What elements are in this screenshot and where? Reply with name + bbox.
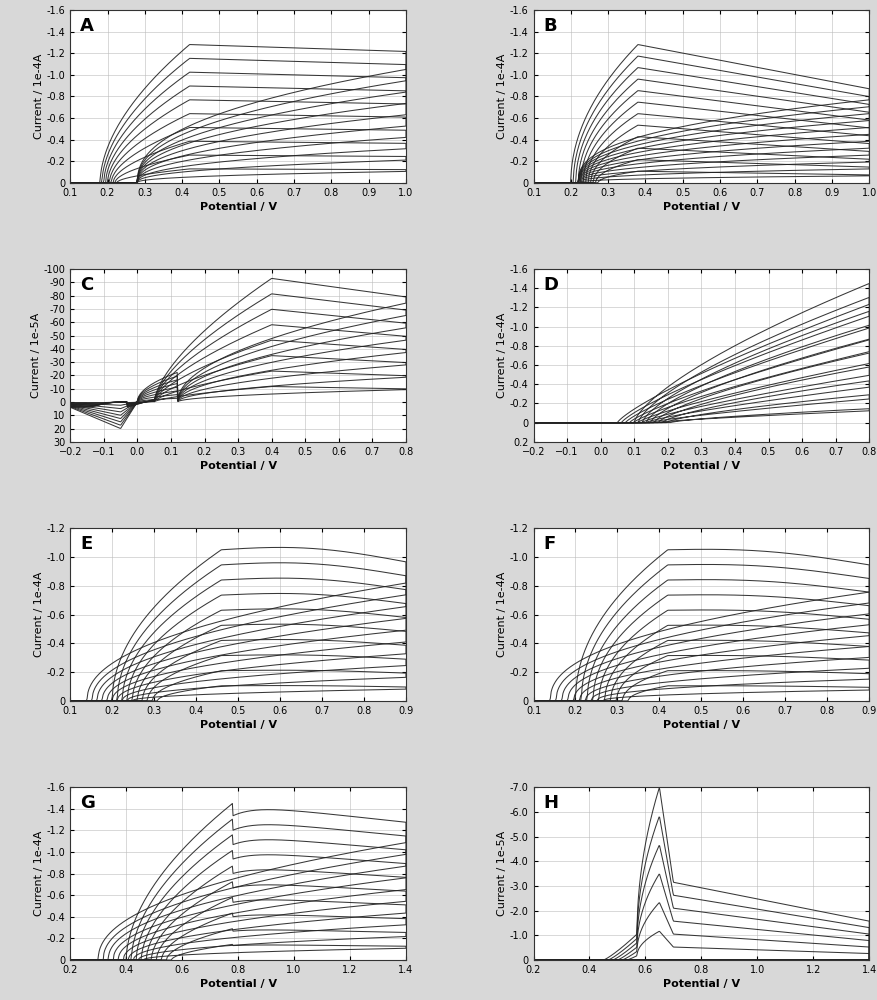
Y-axis label: Current / 1e-5A: Current / 1e-5A [496,831,506,916]
X-axis label: Potential / V: Potential / V [199,461,276,471]
Text: D: D [543,276,558,294]
X-axis label: Potential / V: Potential / V [662,720,739,730]
Y-axis label: Current / 1e-4A: Current / 1e-4A [33,831,44,916]
Text: G: G [80,794,95,812]
X-axis label: Potential / V: Potential / V [199,979,276,989]
Y-axis label: Current / 1e-4A: Current / 1e-4A [496,313,506,398]
Text: C: C [80,276,94,294]
Y-axis label: Current / 1e-4A: Current / 1e-4A [33,54,44,139]
Text: F: F [543,535,555,553]
Text: E: E [80,535,92,553]
X-axis label: Potential / V: Potential / V [199,202,276,212]
Text: B: B [543,17,557,35]
Y-axis label: Current / 1e-4A: Current / 1e-4A [33,572,44,657]
Y-axis label: Current / 1e-5A: Current / 1e-5A [31,313,40,398]
X-axis label: Potential / V: Potential / V [662,979,739,989]
X-axis label: Potential / V: Potential / V [662,202,739,212]
Text: H: H [543,794,558,812]
X-axis label: Potential / V: Potential / V [199,720,276,730]
X-axis label: Potential / V: Potential / V [662,461,739,471]
Y-axis label: Current / 1e-4A: Current / 1e-4A [496,572,506,657]
Text: A: A [80,17,94,35]
Y-axis label: Current / 1e-4A: Current / 1e-4A [496,54,506,139]
